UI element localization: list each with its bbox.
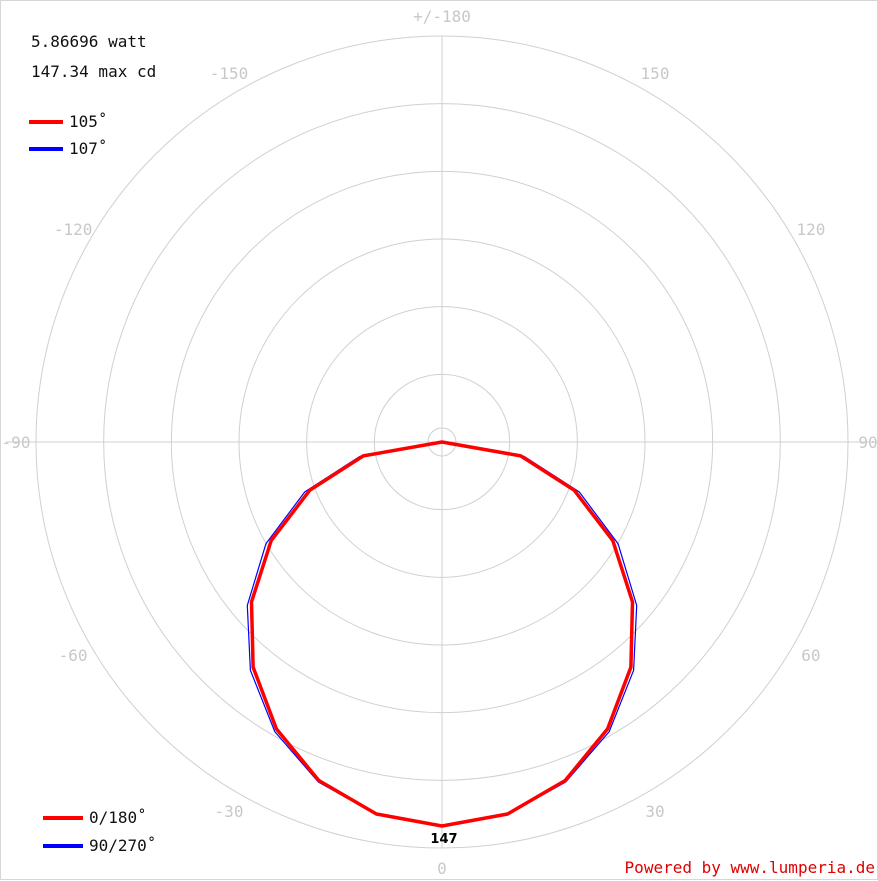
angle-label: 150 — [641, 64, 670, 83]
angle-label: +/-180 — [413, 7, 471, 26]
angle-label: 0 — [437, 859, 447, 878]
plane-legend-label-red: 0/180˚ — [89, 808, 147, 827]
plane-legend: 0/180˚ 90/270˚ — [43, 808, 156, 855]
beam-legend: 105˚ 107˚ — [29, 112, 108, 158]
intensity-curves — [246, 440, 638, 828]
angle-labels: +/-180 -150 150 -120 120 -90 90 -60 60 -30 30 0 — [2, 7, 878, 878]
angle-label: 120 — [796, 220, 825, 239]
angle-label: -120 — [54, 220, 93, 239]
beam-legend-label-red: 105˚ — [69, 112, 108, 131]
powered-by-credit[interactable]: Powered by www.lumperia.de — [625, 858, 875, 877]
plane-legend-label-blue: 90/270˚ — [89, 836, 156, 855]
angle-label: -90 — [2, 433, 31, 452]
max-cd-readout: 147.34 max cd — [31, 62, 156, 81]
angle-label: -150 — [210, 64, 249, 83]
angle-label: -30 — [215, 802, 244, 821]
angle-label: -60 — [59, 646, 88, 665]
peak-value-label: 147 — [430, 832, 457, 847]
beam-legend-label-blue: 107˚ — [69, 139, 108, 158]
power-readout: 5.86696 watt — [31, 32, 147, 51]
angle-label: 60 — [801, 646, 820, 665]
angle-label: 90 — [858, 433, 877, 452]
angle-label: 30 — [645, 802, 664, 821]
curve-0-180 — [249, 440, 635, 828]
